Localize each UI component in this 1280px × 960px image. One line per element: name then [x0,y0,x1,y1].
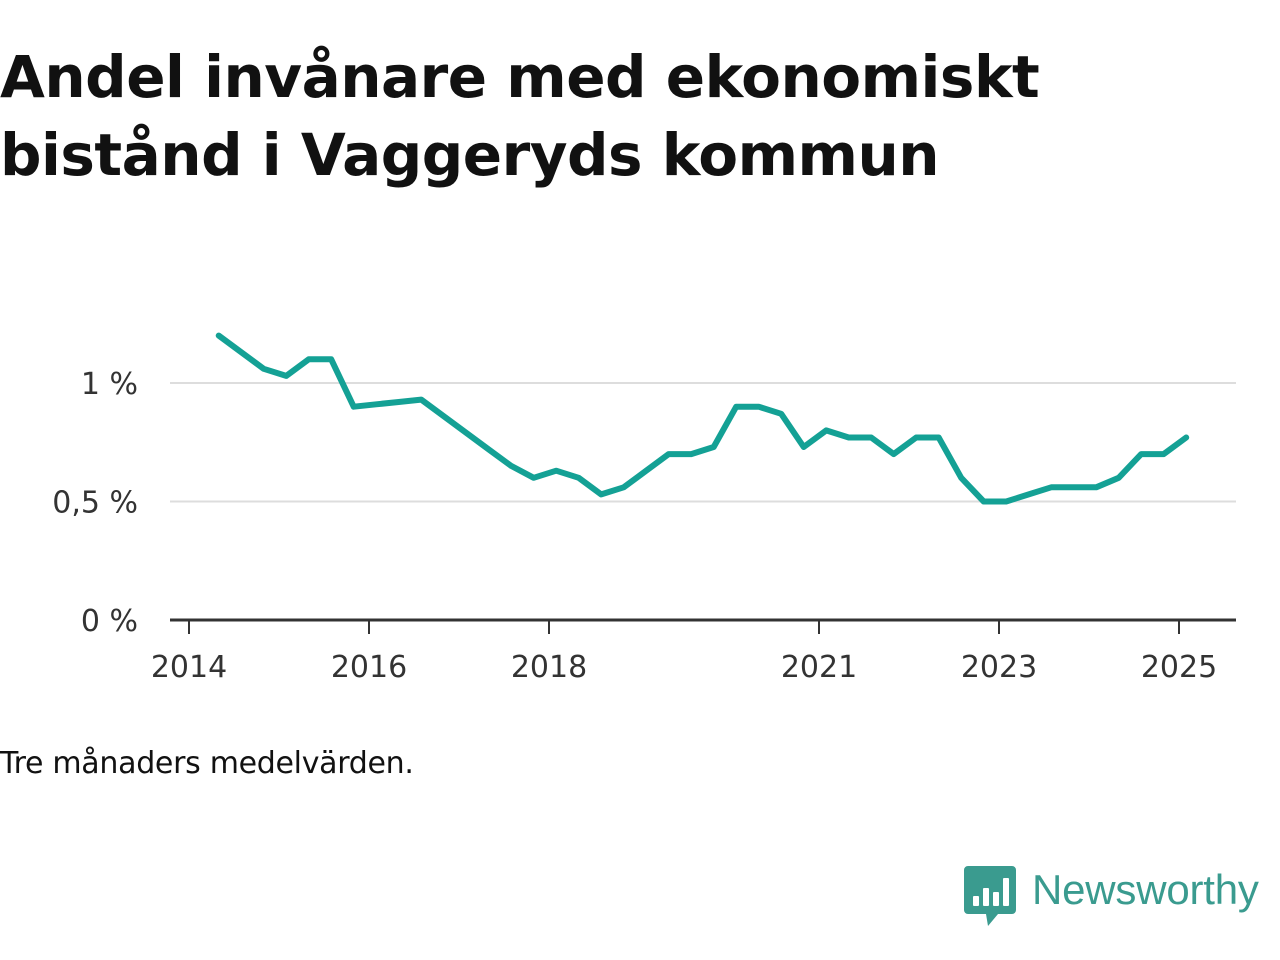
series [215,332,1190,505]
x-tick-label: 2016 [331,650,407,685]
x-tick-label: 2023 [961,650,1037,685]
y-tick-label: 1 % [81,367,138,402]
newsworthy-logo: Newsworthy [964,864,1280,928]
chart-title: Andel invånare med ekonomiskt bistånd i … [0,43,1040,189]
gridlines [170,382,1236,503]
brand-name: Newsworthy [1032,866,1259,913]
x-tick-label: 2025 [1141,650,1217,685]
x-axis-labels: 2014 2016 2018 2021 2023 2025 [151,650,1217,685]
chart-caption: Tre månaders medelvärden. [0,746,414,781]
series-line-0 [215,332,1190,505]
x-tick-label: 2014 [151,650,227,685]
x-tick-label: 2018 [511,650,587,685]
y-tick-label: 0 % [81,604,138,639]
y-tick-label: 0,5 % [52,486,138,521]
x-tick-label: 2021 [781,650,857,685]
bar-chart-speech-bubble-icon [964,866,1016,926]
y-axis-labels: 0 % 0,5 % 1 % [52,367,138,639]
x-axis [170,618,1236,634]
